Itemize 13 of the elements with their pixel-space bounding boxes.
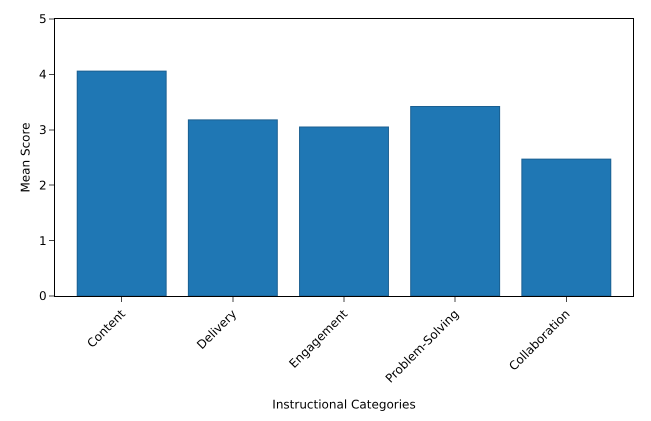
y-tick-label: 5 xyxy=(38,12,47,26)
y-tick-label: 0 xyxy=(38,289,47,304)
y-axis-title: Mean Score xyxy=(18,122,32,193)
bar xyxy=(299,126,389,296)
y-tick-label: 3 xyxy=(38,123,47,137)
y-tick-label: 1 xyxy=(38,234,47,248)
bar xyxy=(188,119,278,296)
x-axis-title: Instructional Categories xyxy=(272,397,416,412)
bar xyxy=(76,70,167,296)
y-tick-label: 4 xyxy=(38,68,47,82)
bar xyxy=(521,158,612,296)
bar xyxy=(410,106,500,296)
y-tick-label: 2 xyxy=(38,178,47,192)
